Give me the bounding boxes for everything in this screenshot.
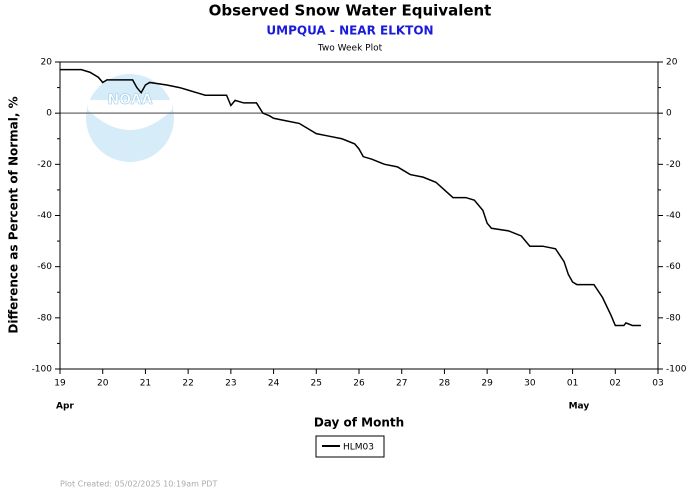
x-tick-label: 23 <box>225 379 236 389</box>
x-tick-label: 28 <box>439 379 451 389</box>
x-tick-label: 02 <box>610 379 621 389</box>
y-tick-label: -60 <box>37 262 52 272</box>
month-label: Apr <box>56 402 74 412</box>
y-axis-label: Difference as Percent of Normal, % <box>7 96 21 333</box>
y2-tick-label: -80 <box>666 313 681 323</box>
x-tick-label: 03 <box>652 379 663 389</box>
y2-tick-label: -60 <box>666 262 681 272</box>
watermark-circle <box>86 74 174 162</box>
x-tick-label: 01 <box>567 379 578 389</box>
y-tick-label: 20 <box>41 58 53 68</box>
legend-box <box>315 435 385 458</box>
footer: Plot Created: 05/02/2025 10:19am PDT <box>60 480 217 489</box>
y2-tick-label: 0 <box>666 109 672 119</box>
plot-label: Two Week Plot <box>317 44 383 54</box>
y-tick-label: -80 <box>37 313 52 323</box>
chart-subtitle: UMPQUA - NEAR ELKTON <box>266 24 433 38</box>
x-tick-label: 26 <box>353 379 365 389</box>
x-tick-label: 21 <box>140 379 151 389</box>
watermark-text: NOAA <box>108 92 153 108</box>
x-axis-label: Day of Month <box>314 416 404 430</box>
x-tick-label: 19 <box>54 379 66 389</box>
y-tick-label: -100 <box>32 365 53 375</box>
y2-tick-label: -100 <box>666 365 687 375</box>
x-tick-label: 24 <box>268 379 280 389</box>
x-tick-label: 30 <box>524 379 536 389</box>
chart-title: Observed Snow Water Equivalent <box>209 2 492 20</box>
watermark-band <box>88 100 172 130</box>
month-label: May <box>569 402 590 412</box>
y-tick-label: 0 <box>46 109 52 119</box>
x-tick-label: 20 <box>97 379 109 389</box>
x-tick-label: 22 <box>182 379 193 389</box>
y-tick-label: -40 <box>37 211 52 221</box>
x-tick-label: 29 <box>481 379 493 389</box>
y2-tick-label: -40 <box>666 211 681 221</box>
y2-tick-label: 20 <box>666 58 678 68</box>
noaa-watermark <box>86 74 174 162</box>
y2-tick-label: -20 <box>666 160 681 170</box>
y-tick-label: -20 <box>37 160 52 170</box>
plot-frame <box>59 61 659 370</box>
data-line <box>60 68 641 327</box>
x-tick-label: 27 <box>396 379 407 389</box>
x-tick-label: 25 <box>311 379 322 389</box>
legend-label: HLM03 <box>343 443 374 453</box>
